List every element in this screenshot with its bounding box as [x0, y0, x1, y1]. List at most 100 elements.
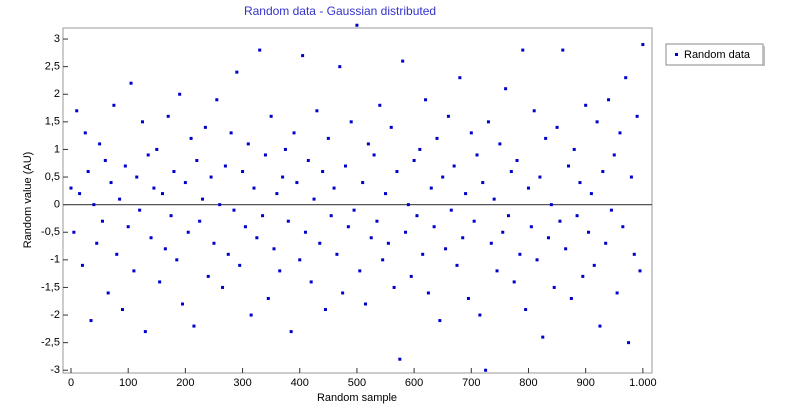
point: [498, 142, 502, 146]
point: [252, 186, 256, 190]
point: [283, 147, 287, 151]
point: [155, 147, 159, 151]
legend-swatch: [675, 53, 678, 56]
point: [458, 76, 462, 80]
point: [366, 142, 370, 146]
point: [238, 263, 242, 267]
y-tick-label: 0: [54, 199, 60, 211]
point: [72, 230, 76, 234]
point: [243, 225, 247, 229]
point: [435, 136, 439, 140]
point: [178, 92, 182, 96]
point: [532, 109, 536, 113]
point: [418, 147, 422, 151]
x-tick-label: 500: [348, 377, 366, 389]
point: [303, 230, 307, 234]
point: [424, 98, 428, 102]
point: [286, 219, 290, 223]
point: [592, 263, 596, 267]
point: [455, 263, 459, 267]
point: [226, 252, 230, 256]
point: [618, 131, 622, 135]
point: [278, 269, 282, 273]
point: [432, 225, 436, 229]
point: [172, 170, 176, 174]
point: [140, 120, 144, 124]
point: [158, 280, 162, 284]
y-tick-label: -1,5: [41, 281, 60, 293]
point: [212, 241, 216, 245]
point: [461, 236, 465, 240]
point: [143, 330, 147, 334]
point: [395, 170, 399, 174]
point: [384, 192, 388, 196]
point: [69, 186, 73, 190]
point: [544, 136, 548, 140]
point: [609, 208, 613, 212]
point: [492, 197, 496, 201]
point: [263, 153, 267, 157]
point: [341, 291, 345, 295]
point: [438, 319, 442, 323]
point: [515, 158, 519, 162]
x-tick-label: 700: [462, 377, 480, 389]
point: [564, 247, 568, 251]
point: [186, 230, 190, 234]
x-tick-label: 1.000: [629, 377, 657, 389]
point: [78, 192, 82, 196]
point: [627, 341, 631, 345]
point: [149, 236, 153, 240]
point: [409, 274, 413, 278]
point: [232, 208, 236, 212]
point: [389, 125, 393, 129]
y-tick-label: 0,5: [45, 171, 60, 183]
point: [223, 164, 227, 168]
point: [266, 296, 270, 300]
point: [183, 181, 187, 185]
point: [546, 236, 550, 240]
point: [181, 302, 185, 306]
point: [209, 175, 213, 179]
point: [524, 308, 528, 312]
point: [624, 76, 628, 80]
point: [584, 103, 588, 107]
point: [95, 241, 99, 245]
point: [221, 285, 225, 289]
point: [369, 236, 373, 240]
point: [115, 252, 119, 256]
point: [323, 308, 327, 312]
point: [429, 186, 433, 190]
x-tick-label: 200: [176, 377, 194, 389]
point: [361, 181, 365, 185]
point: [464, 192, 468, 196]
y-tick-label: 2,5: [45, 61, 60, 73]
point: [466, 296, 470, 300]
point: [561, 48, 565, 52]
point: [484, 368, 488, 372]
point: [475, 153, 479, 157]
point: [581, 274, 585, 278]
x-tick-label: 100: [119, 377, 137, 389]
point: [541, 335, 545, 339]
point: [607, 98, 611, 102]
point: [421, 252, 425, 256]
point: [601, 170, 605, 174]
point: [486, 120, 490, 124]
point: [621, 225, 625, 229]
point: [106, 291, 110, 295]
point: [612, 153, 616, 157]
point: [509, 170, 513, 174]
point: [441, 175, 445, 179]
y-tick-label: 2: [54, 88, 60, 100]
legend-label: Random data: [684, 49, 751, 61]
point: [152, 186, 156, 190]
point: [175, 258, 179, 262]
point: [206, 274, 210, 278]
point: [132, 269, 136, 273]
point: [195, 158, 199, 162]
point: [109, 181, 113, 185]
point: [255, 236, 259, 240]
point: [281, 175, 285, 179]
point: [123, 164, 127, 168]
